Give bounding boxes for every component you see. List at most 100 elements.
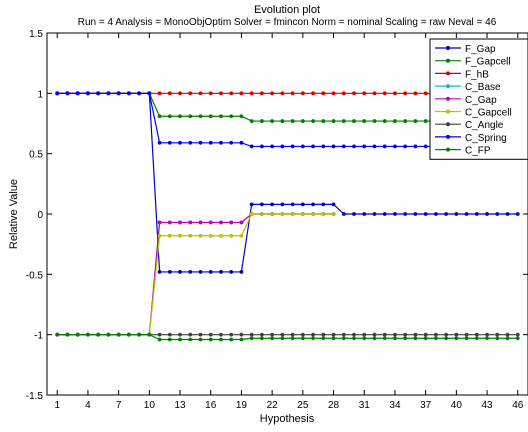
data-point bbox=[331, 336, 336, 341]
legend-entry: F_hB bbox=[435, 69, 489, 80]
y-tick-label: -0.5 bbox=[26, 270, 44, 281]
data-point bbox=[260, 144, 264, 149]
data-point bbox=[219, 220, 223, 225]
data-point bbox=[188, 114, 193, 119]
legend-swatch-marker bbox=[446, 122, 450, 127]
data-point bbox=[208, 332, 213, 337]
legend: F_GapF_GapcellF_hBC_BaseC_GapC_GapcellC_… bbox=[429, 38, 528, 160]
data-point bbox=[229, 233, 234, 238]
data-point bbox=[311, 202, 315, 207]
data-point bbox=[188, 140, 193, 145]
legend-entry: C_Gapcell bbox=[435, 108, 512, 119]
data-point bbox=[86, 332, 90, 337]
data-point bbox=[229, 140, 234, 145]
data-point bbox=[229, 332, 234, 337]
chart-title: Evolution plot bbox=[254, 4, 320, 16]
data-point bbox=[290, 91, 295, 96]
legend-entry: C_Angle bbox=[435, 120, 504, 131]
x-tick-label: 28 bbox=[328, 400, 340, 411]
data-point bbox=[403, 212, 408, 216]
data-point bbox=[137, 91, 142, 96]
legend-swatch-marker bbox=[446, 96, 450, 101]
data-point bbox=[280, 202, 285, 207]
data-point bbox=[403, 91, 408, 96]
data-point bbox=[280, 336, 285, 341]
data-point bbox=[341, 332, 346, 337]
data-point bbox=[393, 144, 397, 149]
data-point bbox=[116, 91, 121, 96]
data-point bbox=[229, 270, 234, 274]
x-tick-label: 16 bbox=[205, 400, 217, 411]
data-point bbox=[219, 140, 223, 145]
data-point bbox=[433, 212, 438, 216]
data-point bbox=[260, 119, 264, 123]
data-point bbox=[331, 91, 336, 96]
data-point bbox=[178, 114, 182, 119]
data-point bbox=[219, 114, 223, 119]
axes: -1.5 -1 -0.5 0 0.5 1 1.5 1 4 7 10 13 16 19 22 25 28 31 34 3… bbox=[26, 29, 528, 411]
legend-label: F_hB bbox=[465, 69, 489, 80]
data-point bbox=[362, 336, 367, 341]
data-point bbox=[352, 144, 356, 149]
data-point bbox=[300, 336, 305, 341]
data-point bbox=[75, 91, 80, 96]
legend-entry: C_Spring bbox=[435, 133, 507, 144]
data-point bbox=[208, 140, 213, 145]
data-point bbox=[249, 212, 254, 216]
data-point bbox=[280, 119, 285, 123]
x-tick-label: 10 bbox=[144, 400, 156, 411]
data-point bbox=[444, 212, 449, 216]
data-point bbox=[96, 91, 101, 96]
x-tick-label: 34 bbox=[389, 400, 401, 411]
data-point bbox=[239, 270, 244, 274]
data-point bbox=[280, 212, 285, 216]
data-point bbox=[444, 336, 449, 341]
data-point bbox=[219, 332, 223, 337]
data-point bbox=[75, 332, 80, 337]
legend-swatch-marker bbox=[446, 84, 450, 89]
data-point bbox=[321, 119, 326, 123]
data-point bbox=[65, 332, 70, 337]
data-point bbox=[300, 91, 305, 96]
data-point bbox=[137, 332, 142, 337]
data-point bbox=[372, 336, 377, 341]
data-point bbox=[423, 332, 428, 337]
x-tick-label: 31 bbox=[359, 400, 371, 411]
data-point bbox=[157, 270, 162, 274]
data-point bbox=[413, 212, 418, 216]
data-point bbox=[198, 332, 203, 337]
data-point bbox=[208, 220, 213, 225]
data-point bbox=[393, 91, 397, 96]
data-point bbox=[300, 144, 305, 149]
data-point bbox=[198, 233, 203, 238]
x-axis-label: Hypothesis bbox=[260, 413, 315, 425]
data-point bbox=[515, 212, 520, 216]
x-tick-label: 19 bbox=[236, 400, 248, 411]
data-point bbox=[362, 119, 367, 123]
data-point bbox=[505, 212, 510, 216]
series-line bbox=[57, 334, 518, 341]
data-point bbox=[229, 91, 234, 96]
data-point bbox=[290, 202, 295, 207]
data-point bbox=[300, 202, 305, 207]
data-point bbox=[464, 332, 469, 337]
data-point bbox=[454, 212, 459, 216]
legend-entry: C_FP bbox=[435, 146, 491, 157]
data-point bbox=[331, 212, 336, 216]
data-point bbox=[219, 270, 223, 274]
data-point bbox=[198, 91, 203, 96]
data-point bbox=[188, 332, 193, 337]
data-point bbox=[300, 119, 305, 123]
x-tick-label: 25 bbox=[297, 400, 309, 411]
data-point bbox=[198, 337, 203, 342]
data-point bbox=[423, 336, 428, 341]
data-point bbox=[464, 212, 469, 216]
data-point bbox=[229, 220, 234, 225]
data-point bbox=[260, 332, 264, 337]
data-point bbox=[239, 114, 244, 119]
legend-swatch-marker bbox=[446, 147, 450, 152]
y-axis-label: Relative Value bbox=[8, 179, 20, 249]
data-point bbox=[321, 212, 326, 216]
data-point bbox=[198, 270, 203, 274]
y-tick-label: 1 bbox=[37, 89, 43, 100]
